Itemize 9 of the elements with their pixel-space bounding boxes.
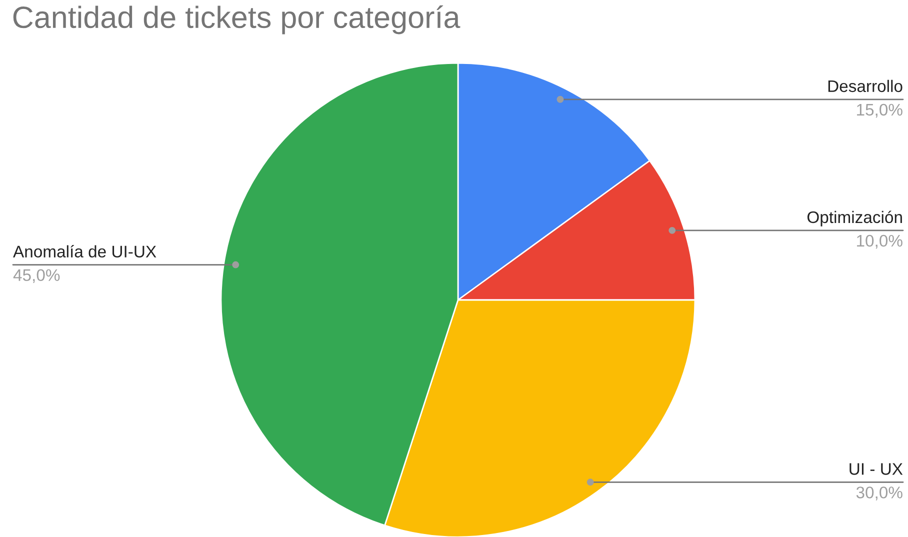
chart-title: Cantidad de tickets por categoría [13, 5, 460, 34]
data-label: 10,0% [857, 234, 902, 249]
data-label: 45,0% [13, 269, 60, 283]
data-label: 30,0% [856, 486, 902, 500]
slice-label: Optimización [807, 210, 902, 226]
slice-label: Anomalía de UI-UX [13, 245, 156, 258]
slice-label: Desarrollo [828, 80, 902, 92]
slice-label: UI - UX [850, 463, 903, 475]
data-label: 15,0% [857, 104, 902, 118]
